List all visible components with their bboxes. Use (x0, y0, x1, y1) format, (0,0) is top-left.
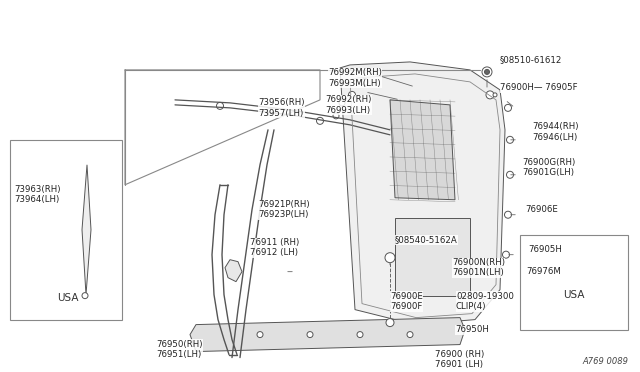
Circle shape (506, 171, 513, 178)
Circle shape (82, 293, 88, 299)
Text: 76944(RH)
76946(LH): 76944(RH) 76946(LH) (532, 122, 579, 141)
Circle shape (266, 108, 273, 115)
Text: A769 0089: A769 0089 (582, 356, 628, 366)
Circle shape (317, 117, 323, 124)
Polygon shape (390, 100, 455, 200)
Polygon shape (190, 318, 465, 352)
Bar (395, 218, 470, 296)
Circle shape (386, 318, 394, 327)
Bar (520, 235, 628, 330)
Text: 76900E
76900F: 76900E 76900F (390, 292, 423, 311)
Circle shape (307, 331, 313, 337)
Circle shape (506, 136, 513, 143)
Circle shape (502, 251, 509, 258)
Circle shape (357, 331, 363, 337)
Circle shape (257, 331, 263, 337)
Circle shape (333, 113, 339, 119)
Text: 73956(RH)
73957(LH): 73956(RH) 73957(LH) (258, 98, 305, 118)
Text: 76992(RH)
76993(LH): 76992(RH) 76993(LH) (325, 95, 371, 115)
Bar (10, 140, 122, 320)
Text: 76905H: 76905H (528, 245, 562, 254)
Circle shape (504, 105, 511, 111)
Text: 76976M: 76976M (526, 267, 561, 276)
Text: 76900N(RH)
76901N(LH): 76900N(RH) 76901N(LH) (452, 258, 505, 278)
Text: 76900G(RH)
76901G(LH): 76900G(RH) 76901G(LH) (522, 158, 575, 177)
Text: §08540-5162A: §08540-5162A (395, 235, 458, 244)
Text: USA: USA (563, 290, 585, 299)
Text: 76992M(RH)
76993M(LH): 76992M(RH) 76993M(LH) (328, 68, 382, 87)
Circle shape (349, 92, 355, 98)
Text: USA: USA (57, 293, 79, 303)
Circle shape (216, 102, 223, 109)
Text: 76911 (RH)
76912 (LH): 76911 (RH) 76912 (LH) (250, 238, 300, 257)
Circle shape (493, 93, 497, 97)
Polygon shape (225, 260, 242, 282)
Text: 76950(RH)
76951(LH): 76950(RH) 76951(LH) (156, 340, 202, 359)
Circle shape (504, 211, 511, 218)
Circle shape (482, 67, 492, 77)
Text: 76900H— 76905F: 76900H— 76905F (500, 83, 578, 92)
Text: 76900 (RH)
76901 (LH): 76900 (RH) 76901 (LH) (435, 350, 484, 369)
Text: 73963(RH)
73964(LH): 73963(RH) 73964(LH) (14, 185, 61, 205)
Circle shape (362, 78, 369, 86)
Circle shape (484, 70, 490, 74)
Circle shape (407, 331, 413, 337)
Circle shape (385, 253, 395, 263)
Text: §08510-61612: §08510-61612 (500, 55, 563, 64)
Circle shape (362, 126, 369, 133)
Text: 76950H: 76950H (455, 325, 489, 334)
Circle shape (339, 100, 345, 106)
Text: 02809-19300
CLIP(4): 02809-19300 CLIP(4) (456, 292, 514, 311)
Circle shape (486, 91, 494, 99)
Text: 76921P(RH)
76923P(LH): 76921P(RH) 76923P(LH) (258, 200, 310, 219)
Polygon shape (340, 62, 505, 325)
Text: 76906E: 76906E (525, 205, 558, 214)
Polygon shape (82, 165, 91, 295)
